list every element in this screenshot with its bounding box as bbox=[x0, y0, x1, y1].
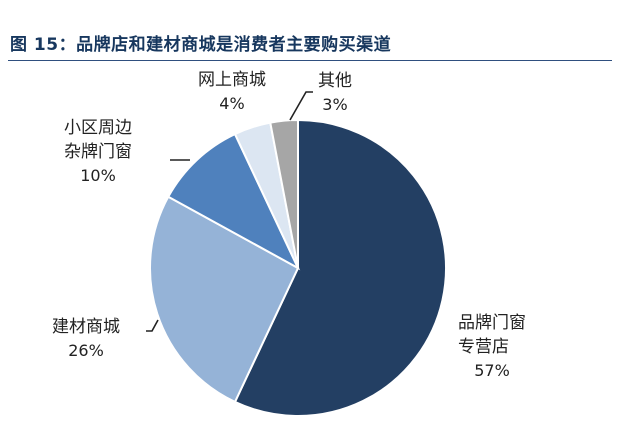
leader-line bbox=[146, 319, 159, 332]
slice-label: 建材商城 26% bbox=[52, 317, 120, 360]
slice-value-label: 3% bbox=[322, 95, 347, 114]
slice-label-text: 杂牌门窗 bbox=[64, 142, 132, 162]
pie-slice bbox=[269, 118, 299, 269]
slice-label-text: 小区周边 bbox=[64, 118, 132, 138]
slice-label-text: 其他 bbox=[318, 71, 352, 91]
slice-value-label: 26% bbox=[68, 341, 104, 360]
pie-slice bbox=[233, 118, 447, 417]
slice-value-label: 10% bbox=[80, 166, 116, 185]
slice-label-text: 网上商城 bbox=[198, 70, 266, 90]
slice-label-text: 品牌门窗 bbox=[458, 313, 526, 333]
slice-label-text: 专营店 bbox=[458, 337, 509, 357]
leader-line bbox=[289, 91, 313, 121]
slice-label: 网上商城 4% bbox=[198, 70, 266, 113]
pie-slice bbox=[166, 132, 301, 271]
figure-title: 图 15：品牌店和建材商城是消费者主要购买渠道 bbox=[10, 35, 392, 55]
slice-label-text: 建材商城 bbox=[52, 317, 120, 337]
slice-label: 其他 3% bbox=[318, 71, 352, 114]
slice-value-label: 57% bbox=[474, 361, 510, 380]
slice-value-label: 4% bbox=[219, 94, 244, 113]
title-divider bbox=[8, 60, 612, 61]
